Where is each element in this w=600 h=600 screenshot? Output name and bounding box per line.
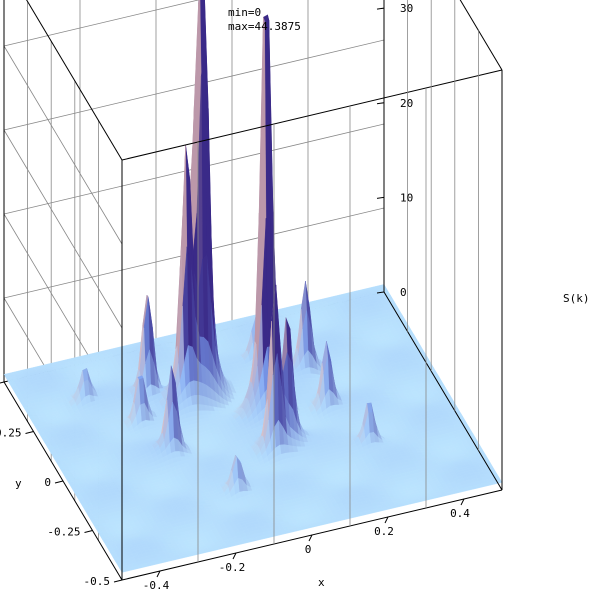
grid-line — [3, 45, 123, 245]
surface-mesh — [3, 0, 503, 573]
grid-line — [3, 0, 200, 47]
grid-line — [3, 39, 385, 131]
grid-line — [3, 129, 123, 329]
